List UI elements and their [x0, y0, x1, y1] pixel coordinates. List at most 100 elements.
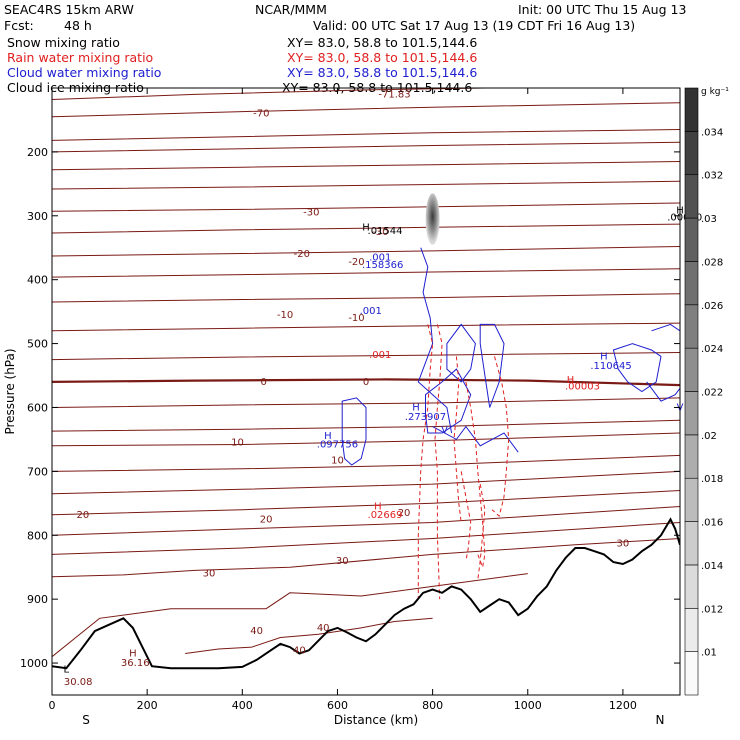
colorbar-tick-label: .024 — [701, 344, 723, 355]
colorbar-cell — [684, 131, 699, 176]
colorbar-cell — [684, 607, 699, 652]
y-tick-label: 200 — [27, 146, 48, 159]
end-label: N — [656, 713, 665, 727]
colorbar-tick-label: .034 — [701, 127, 723, 138]
contour-label: H — [412, 402, 420, 413]
x-tick-label: 1200 — [609, 699, 637, 712]
field-rain-name: Rain water mixing ratio — [7, 50, 154, 65]
temperature-contour — [52, 397, 680, 408]
temperature-contour — [52, 490, 680, 516]
colorbar-cell — [684, 434, 699, 479]
temperature-contour — [52, 454, 680, 472]
y-tick-label: 300 — [27, 210, 48, 223]
temperature-contour — [52, 202, 680, 212]
x-tick-label: 1000 — [514, 699, 542, 712]
temperature-contour — [52, 573, 528, 658]
x-tick-label: 800 — [422, 699, 443, 712]
temperature-contour — [52, 432, 680, 447]
contour-label: -10 — [348, 313, 364, 324]
x-tick-label: 600 — [327, 699, 348, 712]
temperature-contour — [52, 352, 680, 361]
contour-label: -71.83 — [378, 89, 410, 100]
colorbar-tick-label: .014 — [701, 561, 723, 572]
y-tick-label: 400 — [27, 274, 48, 287]
contour-label: .00003 — [565, 381, 600, 392]
temperature-contour — [52, 246, 680, 257]
temperature-contour — [52, 293, 680, 303]
colorbar-cell — [684, 261, 699, 306]
rain-contour — [465, 381, 486, 570]
contour-label: H — [362, 222, 370, 233]
terrain-line — [52, 517, 680, 670]
temperature-contour — [52, 538, 680, 578]
x-tick-label: 200 — [137, 699, 158, 712]
contour-label: 10 — [331, 456, 344, 467]
rain-contour — [453, 356, 462, 523]
contour-label: L — [63, 664, 69, 675]
colorbar-tick-label: .02 — [701, 431, 717, 442]
cloud-water-contour — [651, 323, 680, 332]
field-cloud-water-name: Cloud water mixing ratio — [7, 65, 162, 80]
y-axis-label: Pressure (hPa) — [3, 348, 17, 434]
contour-label: 40 — [250, 626, 263, 637]
temperature-contour — [52, 88, 514, 100]
cloud-ice-core — [425, 193, 440, 245]
contour-label: H — [324, 431, 332, 442]
y-tick-label: 800 — [27, 529, 48, 542]
colorbar-cell — [684, 651, 699, 696]
rain-contour — [477, 484, 486, 581]
temperature-contour — [52, 506, 680, 536]
contour-label: H — [600, 351, 608, 362]
start-label: S — [82, 713, 90, 727]
contour-label: -20 — [348, 257, 364, 268]
colorbar-tick-label: .018 — [701, 474, 723, 485]
field-cloud-water-xy: XY= 83.0, 58.8 to 101.5,144.6 — [287, 65, 478, 80]
y-tick-label: 900 — [27, 593, 48, 606]
contour-label: .01544 — [368, 226, 403, 237]
temperature-contour — [52, 180, 680, 190]
model-title: SEAC4RS 15km ARW — [4, 2, 134, 17]
colorbar-cell — [684, 87, 699, 132]
temperature-contour — [52, 378, 680, 387]
field-rain-xy: XY= 83.0, 58.8 to 101.5,144.6 — [287, 50, 478, 65]
rain-contour — [434, 324, 443, 600]
temperature-contour — [52, 129, 680, 141]
colorbar-cell — [684, 477, 699, 522]
contour-label: -30 — [372, 227, 388, 238]
contour-label: 0 — [261, 377, 267, 388]
y-tick-label: 500 — [27, 338, 48, 351]
contour-label: .158366 — [362, 260, 403, 271]
fcst-label: Fcst: — [4, 18, 34, 33]
colorbar-unit: g kg⁻¹ — [701, 87, 729, 97]
contour-label: .001 — [369, 350, 391, 361]
contour-label: -30 — [303, 208, 319, 219]
contour-label: 30 — [203, 569, 216, 580]
temperature-contour — [52, 268, 680, 278]
contour-label: H — [567, 375, 575, 386]
contour-label: 20 — [77, 510, 90, 521]
colorbar-cell — [684, 304, 699, 349]
colorbar-cell — [684, 564, 699, 609]
colorbar-tick-label: .026 — [701, 301, 723, 312]
contour-label: .001 — [360, 306, 382, 317]
contour-label: .273907 — [405, 412, 446, 423]
temperature-contour — [52, 161, 680, 171]
contour-label: -20 — [294, 249, 310, 260]
cloud-water-contour — [612, 343, 662, 393]
colorbar-tick-label: .01 — [701, 648, 717, 659]
cloud-water-contour — [432, 425, 519, 453]
temperature-contour — [52, 322, 680, 332]
temperature-contour — [185, 617, 433, 654]
contour-label: .001 — [369, 252, 391, 263]
colorbar-tick-label: .016 — [701, 518, 723, 529]
contour-label: 10 — [231, 438, 244, 449]
temperature-contour — [52, 419, 680, 432]
y-tick-label: 1000 — [20, 657, 48, 670]
temperature-contour — [52, 522, 680, 555]
contour-label: .110645 — [590, 361, 631, 372]
rain-contour — [491, 356, 510, 518]
cloud-water-contour — [341, 397, 367, 466]
cloud-water-contour — [646, 381, 680, 402]
colorbar-cell — [684, 521, 699, 566]
x-axis-label: Distance (km) — [334, 713, 418, 727]
